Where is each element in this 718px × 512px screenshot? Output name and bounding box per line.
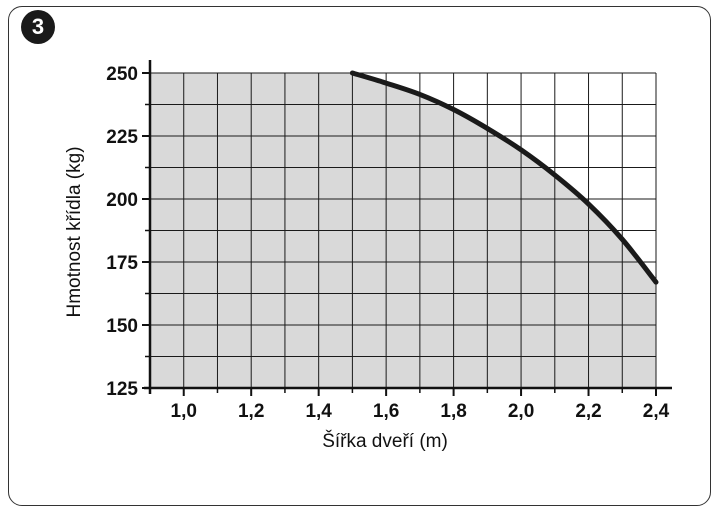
label-layer: Šířka dveří (m) Hmotnost křídla (kg) bbox=[64, 146, 448, 452]
x-tick-label: 2,0 bbox=[508, 401, 534, 422]
y-tick-label: 175 bbox=[106, 253, 138, 274]
y-axis-label: Hmotnost křídla (kg) bbox=[64, 146, 85, 317]
y-tick-label: 200 bbox=[106, 190, 138, 211]
x-tick-label: 1,6 bbox=[373, 401, 399, 422]
x-tick-label: 1,8 bbox=[440, 401, 466, 422]
x-tick-label: 1,2 bbox=[238, 401, 264, 422]
y-tick-label: 225 bbox=[106, 127, 138, 148]
curve-layer bbox=[349, 70, 659, 285]
axis-layer: 125 150 175 200 225 250 1,0 1,2 1,4 1,6 1,8 2,0 2,2 2… bbox=[106, 60, 672, 422]
x-tick-label: 1,0 bbox=[171, 401, 197, 422]
figure-frame bbox=[8, 6, 711, 506]
y-tick-label: 250 bbox=[106, 64, 138, 85]
y-tick-label: 125 bbox=[106, 379, 138, 400]
figure-number-badge: 3 bbox=[21, 10, 55, 44]
x-tick-label: 2,4 bbox=[643, 401, 670, 422]
grid-layer bbox=[149, 72, 657, 389]
x-tick-label: 2,2 bbox=[575, 401, 601, 422]
data-curve bbox=[349, 70, 659, 285]
x-tick-label: 1,4 bbox=[305, 401, 332, 422]
x-axis-label: Šířka dveří (m) bbox=[322, 430, 448, 452]
y-tick-label: 150 bbox=[106, 316, 138, 337]
